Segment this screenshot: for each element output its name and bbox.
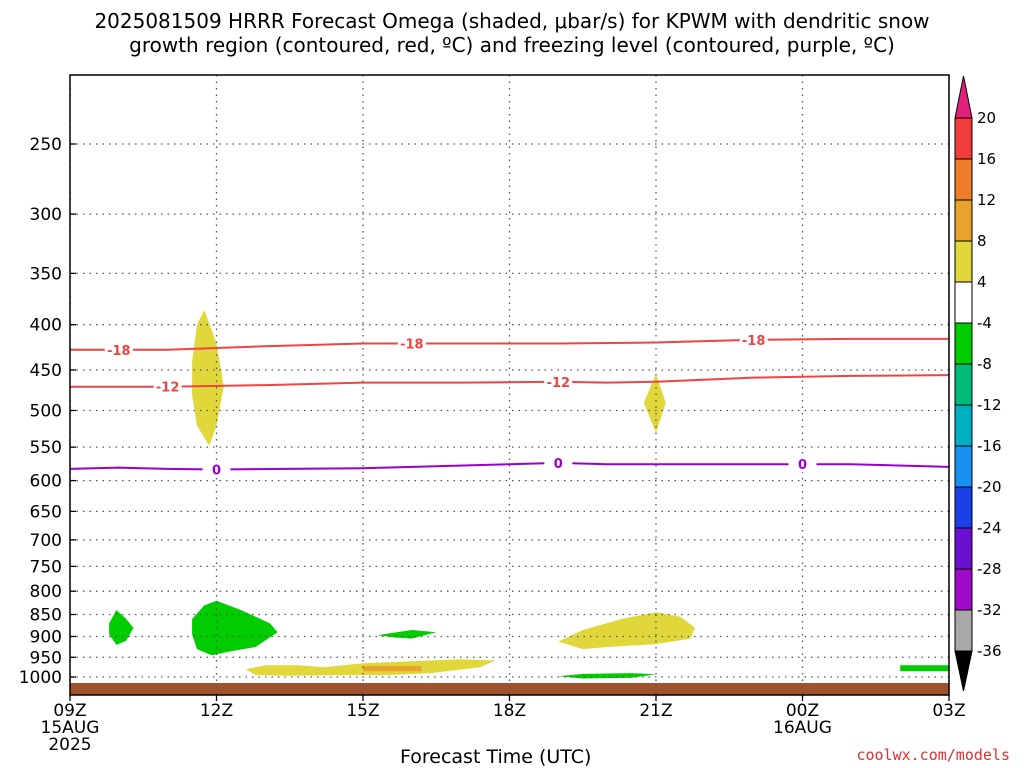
isotherm-label-bg [788,456,817,473]
colorbar-label: -4 [977,314,992,332]
y-tick-label: 650 [30,502,62,522]
plot-area: -18 -18 -18 -12 -12 0 0 0 [69,74,950,696]
y-tick-label: 850 [30,606,62,626]
y-tick-label: 500 [30,402,62,422]
x-tick-label: 18Z [493,701,526,721]
y-tick-label: 1000 [19,668,62,688]
y-tick-label: 950 [30,648,62,668]
x-tick-label: 00Z [786,701,819,721]
colorbar-swatch [954,322,973,365]
omega-region-1 [643,374,666,433]
colorbar-swatch [954,363,973,406]
colorbar-label: 8 [977,232,987,250]
omega-region-2 [109,610,134,645]
omega-region-0 [192,310,224,446]
x-axis-label: Forecast Time (UTC) [400,746,592,768]
colorbar-swatch [954,404,973,447]
isotherm-label-bg [544,373,573,390]
isotherm-label: -18 [742,334,766,349]
isotherm-label-bg [397,335,426,352]
colorbar-label: -12 [977,396,1002,414]
isotherm-label: 0 [212,464,221,479]
colorbar-swatch [954,609,973,652]
y-tick-label: 800 [30,582,62,602]
isotherm-label: -12 [547,376,571,391]
isotherm-label: -12 [156,381,180,396]
colorbar-label: -20 [977,478,1002,496]
chart-title-line2: growth region (contoured, red, ºC) and f… [129,33,895,57]
isotherm-label-bg [104,341,133,358]
colorbar-swatch [954,199,973,242]
colorbar-bottom-arrow [954,650,973,692]
colorbar-label: -8 [977,355,992,373]
isotherm-label-bg [153,378,182,395]
isotherm-label: -18 [107,344,131,359]
chart-title-line1: 2025081509 HRRR Forecast Omega (shaded, … [94,9,930,33]
colorbar-top-arrow [954,75,973,119]
x-tick-label: 15Z [346,701,379,721]
x-tick-label: 21Z [639,701,672,721]
y-tick-label: 700 [30,531,62,551]
y-tick-label: 300 [30,205,62,225]
colorbar-swatch [954,527,973,570]
y-tick-label: 600 [30,472,62,492]
colorbar-label: -32 [977,601,1002,619]
colorbar-label: 16 [977,150,996,168]
x-tick-label: 16AUG [773,718,832,738]
x-tick-label: 2025 [48,735,91,755]
x-tick-label: 15AUG [41,718,100,738]
isotherm-label: -18 [400,337,424,352]
colorbar-swatch [954,445,973,488]
colorbar-swatch [954,486,973,529]
x-tick-label: 03Z [932,701,965,721]
colorbar-swatch [954,240,973,283]
x-tick-label: 09Z [53,701,86,721]
y-tick-label: 350 [30,264,62,284]
colorbar-label: 12 [977,191,996,209]
colorbar: 20 16 12 8 4 -4 -8 -12 -16 -20 -24 -28 -32 -36 [954,75,1002,692]
colorbar-swatch [954,158,973,201]
isotherm-label: 0 [798,458,807,473]
y-axis: 2503003504004505005506006507007508008509… [19,135,76,688]
colorbar-label: -16 [977,437,1002,455]
isotherm--18 [70,337,949,351]
isotherm-label-bg [544,454,573,471]
y-tick-label: 900 [30,627,62,647]
omega-region-9 [363,666,422,672]
colorbar-label: -28 [977,560,1002,578]
credit-text[interactable]: coolwx.com/models [856,746,1010,764]
y-tick-label: 550 [30,438,62,458]
colorbar-label: -36 [977,642,1002,660]
isotherm-label: 0 [554,457,563,472]
colorbar-label: 4 [977,273,987,291]
omega-region-6 [900,665,949,672]
colorbar-swatch [954,117,973,160]
isotherm-label-bg [739,331,768,348]
y-tick-label: 250 [30,135,62,155]
y-tick-label: 750 [30,557,62,577]
ground-surface [70,683,949,695]
colorbar-label: -24 [977,519,1002,537]
x-tick-label: 12Z [200,701,233,721]
omega-region-4 [377,630,437,639]
omega-region-7 [558,612,696,650]
colorbar-swatch [954,568,973,611]
y-tick-label: 400 [30,316,62,336]
colorbar-swatch [954,281,973,324]
omega-region-5 [558,673,656,679]
isotherm-label-bg [202,461,231,478]
colorbar-label: 20 [977,109,996,127]
y-tick-label: 450 [30,361,62,381]
